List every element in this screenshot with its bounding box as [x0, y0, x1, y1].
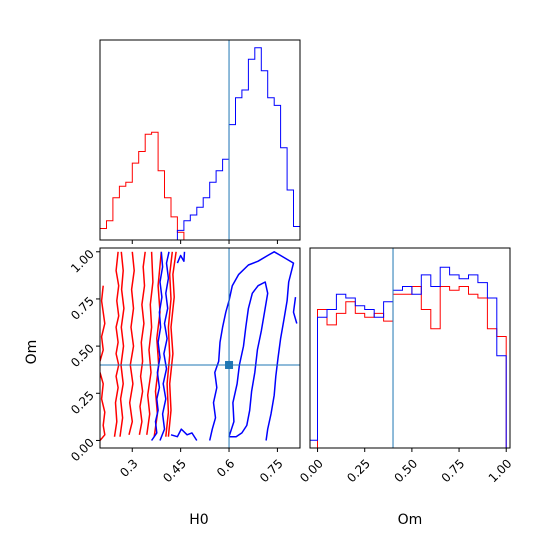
x-axis-label-om: Om	[398, 512, 423, 528]
om-histogram-series-0	[310, 286, 510, 448]
contour-y-tick-label: 1.00	[68, 247, 97, 276]
contour-series-1-line-5	[228, 281, 269, 438]
contour-series-0-line-2	[113, 251, 120, 437]
om-hist-x-tick-label: 0.75	[439, 456, 468, 485]
om-histogram-panel: 0.00 0.25 0.50 0.75 1.00	[297, 247, 515, 485]
contour-series-1-line-4	[208, 251, 295, 441]
om-hist-x-tick-label: 0.00	[297, 456, 326, 485]
contour-series-0-line-9	[167, 251, 177, 437]
om-hist-x-tick-label: 0.25	[344, 456, 373, 485]
contour-series-1-line-0	[150, 251, 164, 441]
contour-series-0-line-6	[146, 251, 154, 435]
contour-x-tick-label: 0.45	[160, 456, 189, 485]
contour-series-0-line-3	[119, 251, 125, 437]
contour-x-tick-label: 0.3	[117, 456, 140, 479]
contour-series-1-line-2	[170, 428, 198, 441]
contour-series-1-line-3	[176, 251, 186, 264]
h0-histogram-series-1	[100, 47, 300, 240]
h0-histogram-series-0	[100, 131, 300, 240]
contour-y-tick-label: 0.75	[68, 294, 97, 323]
om-hist-x-tick-label: 1.00	[486, 456, 515, 485]
h0-histogram-frame	[99, 39, 301, 241]
contour-x-tick-label: 0.75	[257, 456, 286, 485]
contour-y-tick-label: 0.25	[68, 388, 97, 417]
h0-om-contour-panel: 0.3 0.45 0.6 0.75 0.00 0.25 0.50 0.75 1.00	[68, 247, 301, 485]
contour-series-0-line-1	[100, 285, 106, 362]
contour-truth-marker	[225, 360, 234, 369]
contour-series-0-line-8	[165, 251, 174, 437]
contour-series-0-line-7	[153, 251, 163, 437]
contour-x-tick-label: 0.6	[214, 456, 237, 479]
om-histogram-series-1	[310, 266, 510, 448]
contour-series-1-line-1	[159, 251, 170, 441]
contour-frame	[99, 247, 301, 449]
contour-series-1-line-6	[292, 297, 298, 324]
contour-y-tick-label: 0.00	[68, 436, 97, 465]
y-axis-label-om: Om	[24, 340, 40, 365]
contour-y-tick-label: 0.50	[68, 341, 97, 370]
x-axis-label-h0: H0	[189, 512, 208, 528]
om-histogram-frame	[309, 247, 511, 449]
contour-series-0-line-4	[128, 251, 135, 435]
h0-histogram-panel	[99, 39, 301, 244]
contour-series-0-line-0	[100, 372, 106, 441]
om-hist-x-tick-label: 0.50	[391, 456, 420, 485]
contour-series-0-line-5	[138, 251, 146, 435]
